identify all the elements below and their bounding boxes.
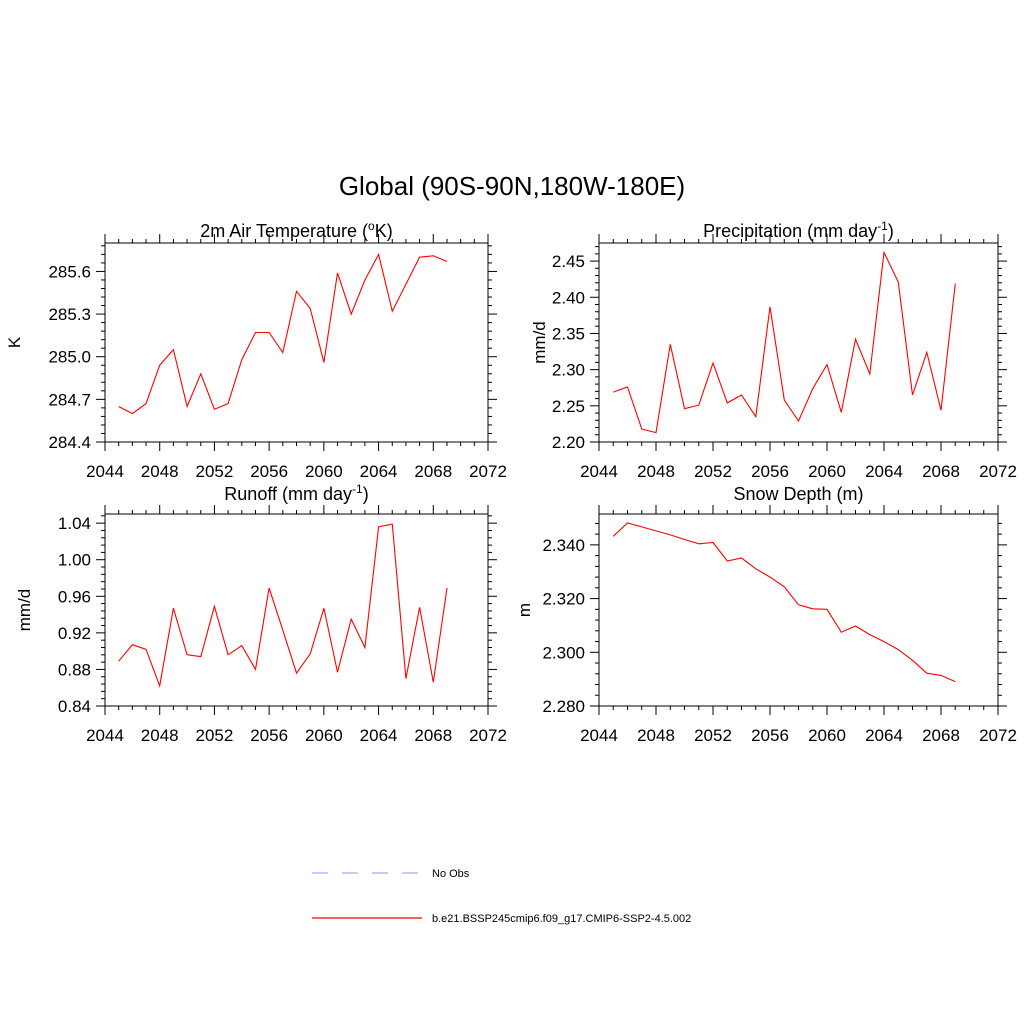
y-tick-label: 2.300 [542, 643, 585, 662]
x-tick-label: 2068 [414, 726, 452, 745]
y-tick-label: 2.340 [542, 536, 585, 555]
x-tick-label: 2060 [305, 726, 343, 745]
panel-snow-depth: Snow Depth (m) m 2044 2048 2052 2056 2060 2064 2… [515, 484, 1017, 745]
panel-runoff: Runoff (mm day-1) mm/d 2044 2048 2052 2056 206… [15, 482, 507, 745]
x-tick-label: 2052 [196, 462, 234, 481]
x-tick-label: 2048 [141, 462, 179, 481]
panel-title: Snow Depth (m) [733, 484, 863, 504]
series-line [118, 252, 448, 415]
x-tick-label: 2072 [979, 726, 1017, 745]
x-tick-label: 2056 [250, 462, 288, 481]
y-tick-label: 0.96 [58, 587, 91, 606]
legend: No Obs b.e21.BSSP245cmip6.f09_g17.CMIP6-… [312, 868, 691, 925]
x-tick-label: 2048 [637, 726, 675, 745]
y-tick-label: 2.320 [542, 590, 585, 609]
y-tick-label: 284.7 [48, 390, 91, 409]
y-axis-label: mm/d [15, 589, 34, 632]
x-tick-label: 2056 [751, 462, 789, 481]
plot-frame [104, 513, 489, 707]
panel-title: 2m Air Temperature (oK) [200, 219, 392, 241]
y-tick-label: 1.04 [58, 514, 91, 533]
x-tick-label: 2068 [414, 462, 452, 481]
y-tick-label: 2.30 [552, 361, 585, 380]
x-tick-label: 2052 [196, 726, 234, 745]
x-tick-label: 2068 [922, 462, 960, 481]
x-tick-label: 2064 [865, 726, 903, 745]
x-tick-label: 2072 [469, 726, 507, 745]
x-tick-label: 2044 [580, 462, 618, 481]
y-tick-label: 285.0 [48, 348, 91, 367]
series-line [612, 522, 956, 683]
y-tick-label: 1.00 [58, 551, 91, 570]
x-tick-label: 2052 [694, 726, 732, 745]
x-tick-label: 2064 [360, 726, 398, 745]
y-tick-label: 0.88 [58, 660, 91, 679]
x-tick-label: 2060 [808, 726, 846, 745]
legend-label-no-obs: No Obs [432, 868, 470, 880]
y-tick-label: 284.4 [48, 433, 91, 452]
y-tick-label: 2.40 [552, 288, 585, 307]
x-tick-label: 2060 [305, 462, 343, 481]
panel-precipitation: Precipitation (mm day-1) mm/d 2044 2048 2052… [530, 219, 1017, 481]
x-tick-label: 2068 [922, 726, 960, 745]
panel-title: Precipitation (mm day-1) [703, 219, 894, 241]
legend-label-model-run: b.e21.BSSP245cmip6.f09_g17.CMIP6-SSP2-4.… [432, 913, 691, 925]
x-tick-label: 2072 [979, 462, 1017, 481]
x-tick-label: 2044 [86, 462, 124, 481]
y-tick-label: 2.280 [542, 697, 585, 716]
y-tick-label: 2.20 [552, 433, 585, 452]
x-tick-label: 2064 [865, 462, 903, 481]
x-tick-label: 2048 [637, 462, 675, 481]
panel-title: Runoff (mm day-1) [224, 482, 368, 504]
series-line [118, 523, 448, 688]
y-tick-label: 2.25 [552, 397, 585, 416]
x-tick-label: 2052 [694, 462, 732, 481]
x-tick-label: 2060 [808, 462, 846, 481]
y-tick-label: 285.6 [48, 262, 91, 281]
y-tick-label: 2.35 [552, 324, 585, 343]
plot-frame [598, 513, 999, 707]
series-line [613, 250, 956, 434]
figure-title: Global (90S-90N,180W-180E) [339, 171, 685, 201]
y-tick-label: 2.45 [552, 252, 585, 271]
y-axis-label: mm/d [530, 321, 549, 364]
x-tick-label: 2044 [86, 726, 124, 745]
y-tick-label: 285.3 [48, 305, 91, 324]
y-axis-label: K [5, 336, 24, 348]
y-tick-label: 0.92 [58, 624, 91, 643]
y-axis-label: m [515, 603, 534, 617]
panel-air-temperature: 2m Air Temperature (oK) K 2044 2048 2052 2056… [5, 219, 507, 481]
x-tick-label: 2072 [469, 462, 507, 481]
x-tick-label: 2044 [580, 726, 618, 745]
y-tick-label: 0.84 [58, 697, 91, 716]
x-tick-label: 2048 [141, 726, 179, 745]
x-tick-label: 2056 [250, 726, 288, 745]
plot-frame [104, 242, 489, 443]
x-tick-label: 2064 [360, 462, 398, 481]
x-tick-label: 2056 [751, 726, 789, 745]
